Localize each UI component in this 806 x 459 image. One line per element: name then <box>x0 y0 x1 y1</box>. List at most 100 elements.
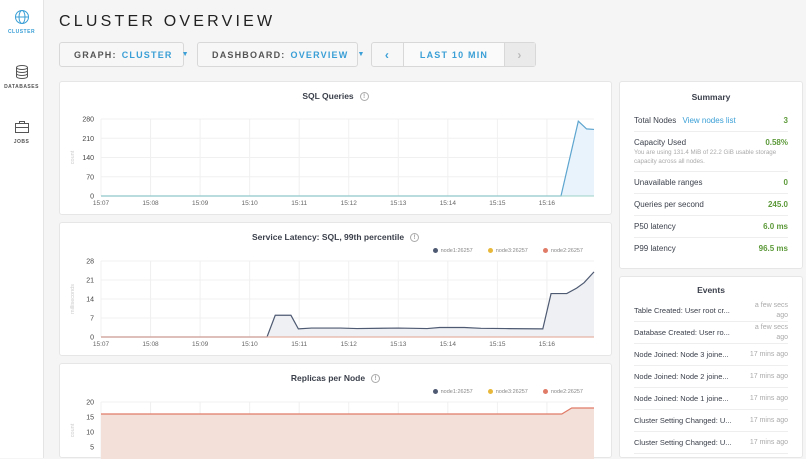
qps-label: Queries per second <box>634 200 704 209</box>
chart-legend: node1:26257 node3:26257 node2:26257 <box>432 389 583 395</box>
graph-dropdown[interactable]: GRAPH: CLUSTER ▼ <box>59 42 189 67</box>
chart-title: Replicas per Node <box>290 373 366 383</box>
legend-item: node2:26257 <box>542 389 583 395</box>
event-text: Table Created: User root cr... <box>634 306 730 315</box>
event-item[interactable]: Node Joined: Node 1 joine... 17 mins ago <box>634 388 788 410</box>
event-item[interactable]: Cluster Setting Changed: U... 17 mins ago <box>634 410 788 432</box>
database-icon <box>15 65 28 80</box>
y-tick-label: 7 <box>90 316 94 323</box>
y-tick-label: 280 <box>82 117 94 124</box>
chart-plot: 0 7 14 21 28 milliseconds 15:07 15:08 15:09 15:10… <box>70 259 595 348</box>
total-nodes-label: Total Nodes <box>634 116 677 125</box>
events-title: Events <box>697 285 725 295</box>
series-area <box>101 408 594 459</box>
caret-down-icon: ▼ <box>181 51 190 58</box>
y-axis-label: count <box>70 423 76 437</box>
x-tick-label: 15:13 <box>390 341 407 348</box>
sql-queries-chart: SQL Queries! 0 70 140 210 280 count 15:07 15:08… <box>59 81 612 215</box>
event-item[interactable]: Cluster Setting Changed: U... 17 mins ago <box>634 432 788 454</box>
y-tick-label: 210 <box>82 136 94 143</box>
event-time: 17 mins ago <box>749 350 788 358</box>
x-tick-label: 15:13 <box>390 200 407 207</box>
x-tick-label: 15:08 <box>142 341 159 348</box>
prev-time-button[interactable]: ‹ <box>372 43 404 66</box>
y-tick-label: 5 <box>90 445 94 452</box>
capacity-note: You are using 131.4 MiB of 22.2 GiB usab… <box>634 148 788 172</box>
sidebar-item-label: JOBS <box>13 139 30 145</box>
x-tick-label: 15:08 <box>142 200 159 207</box>
event-item[interactable]: Table Created: User root cr... a few secs… <box>634 300 788 322</box>
view-nodes-link[interactable]: View nodes list <box>682 116 736 125</box>
globe-icon <box>14 10 29 24</box>
info-icon[interactable]: ! <box>359 92 369 102</box>
x-tick-label: 15:11 <box>291 200 307 207</box>
next-time-button[interactable]: › <box>504 43 535 66</box>
x-tick-label: 15:15 <box>489 341 506 348</box>
series-line <box>101 120 595 197</box>
y-tick-label: 70 <box>86 174 94 181</box>
y-axis-label: count <box>70 150 76 164</box>
event-item[interactable]: Database Created: User ro... a few secs a… <box>634 322 788 344</box>
event-time: 17 mins ago <box>749 438 788 446</box>
info-icon[interactable]: ! <box>371 374 381 384</box>
event-time: 17 mins ago <box>749 394 788 402</box>
sidebar-item-cluster[interactable]: CLUSTER <box>0 9 43 55</box>
p50-label: P50 latency <box>634 222 676 231</box>
x-tick-label: 15:10 <box>242 200 259 207</box>
legend-item: node1:26257 <box>432 248 473 254</box>
y-tick-label: 140 <box>82 155 94 162</box>
chart-title: Service Latency: SQL, 99th percentile <box>251 232 405 242</box>
event-time: 17 mins ago <box>749 416 788 424</box>
event-item[interactable]: Node Joined: Node 2 joine... 17 mins ago <box>634 366 788 388</box>
chart-legend: node1:26257 node3:26257 node2:26257 <box>432 248 583 254</box>
x-tick-label: 15:11 <box>291 341 307 348</box>
dashboard-label: DASHBOARD: <box>212 49 286 60</box>
y-tick-label: 0 <box>90 194 94 201</box>
series-line <box>101 271 595 338</box>
y-tick-label: 14 <box>86 297 94 304</box>
event-item[interactable]: Node Joined: Node 3 joine... 17 mins ago <box>634 344 788 366</box>
service-latency-chart: Service Latency: SQL, 99th percentile! n… <box>59 222 612 356</box>
sidebar-item-label: DATABASES <box>4 84 39 90</box>
event-time: a few secs ago <box>754 323 788 341</box>
sidebar-item-jobs[interactable]: JOBS <box>0 119 43 165</box>
chart-title: SQL Queries <box>302 91 354 101</box>
capacity-label: Capacity Used <box>634 138 687 147</box>
y-tick-label: 28 <box>86 259 94 266</box>
time-range-button[interactable]: LAST 10 MIN <box>404 43 504 66</box>
total-nodes-value: 3 <box>783 116 788 125</box>
p99-value: 96.5 ms <box>758 244 788 253</box>
briefcase-icon <box>14 121 29 133</box>
capacity-value: 0.58% <box>765 138 788 147</box>
event-text: Cluster Setting Changed: U... <box>634 416 732 425</box>
graph-value: CLUSTER <box>121 49 173 60</box>
sidebar-item-label: CLUSTER <box>7 29 36 35</box>
event-time: a few secs ago <box>754 301 788 319</box>
x-tick-label: 15:14 <box>440 341 457 348</box>
series-area <box>101 121 594 196</box>
unavailable-label: Unavailable ranges <box>634 178 703 187</box>
x-tick-label: 15:10 <box>242 341 259 348</box>
x-tick-label: 15:14 <box>440 200 457 207</box>
unavailable-value: 0 <box>783 178 788 187</box>
info-icon[interactable]: ! <box>410 233 420 243</box>
page-title: CLUSTER OVERVIEW <box>59 13 276 30</box>
y-tick-label: 0 <box>90 335 94 342</box>
p99-label: P99 latency <box>634 244 676 253</box>
y-tick-label: 10 <box>86 430 94 437</box>
dashboard-dropdown[interactable]: DASHBOARD: OVERVIEW ▼ <box>197 42 364 67</box>
event-text: Node Joined: Node 2 joine... <box>634 372 729 381</box>
caret-down-icon: ▼ <box>357 51 366 58</box>
chart-plot: 5 10 15 20 count <box>70 400 594 459</box>
replicas-per-node-chart: Replicas per Node! node1:26257 node3:262… <box>59 363 612 459</box>
p50-value: 6.0 ms <box>763 222 788 231</box>
legend-item: node2:26257 <box>542 248 583 254</box>
event-text: Cluster Setting Changed: U... <box>634 438 732 447</box>
y-tick-label: 20 <box>86 400 94 407</box>
summary-title: Summary <box>691 92 731 102</box>
dashboard-value: OVERVIEW <box>290 49 349 60</box>
summary-panel: Summary Total Nodes View nodes list 3 Cap… <box>619 81 803 269</box>
y-axis-label: milliseconds <box>70 284 76 314</box>
series-line <box>101 407 594 415</box>
sidebar-item-databases[interactable]: DATABASES <box>0 64 43 110</box>
